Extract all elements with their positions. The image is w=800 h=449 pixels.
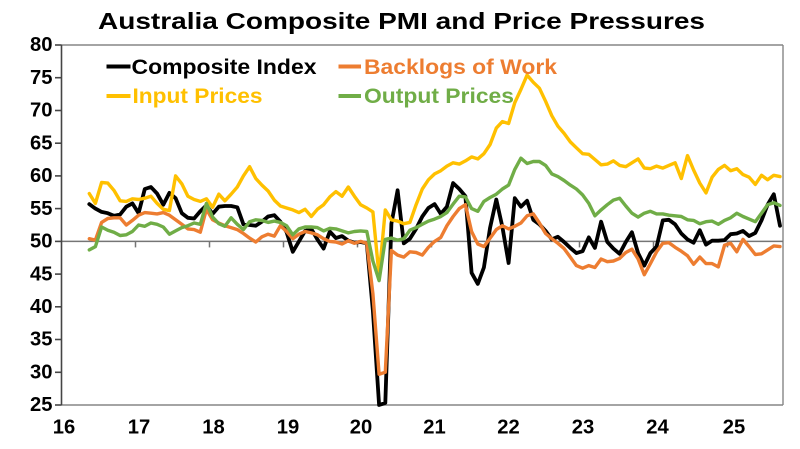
svg-text:16: 16: [53, 417, 76, 439]
svg-text:75: 75: [30, 67, 53, 89]
svg-text:21: 21: [423, 417, 446, 439]
svg-text:Backlogs of Work: Backlogs of Work: [364, 56, 557, 79]
svg-text:70: 70: [30, 100, 53, 122]
svg-text:17: 17: [128, 417, 151, 439]
svg-text:55: 55: [30, 198, 53, 220]
svg-text:Composite Index: Composite Index: [132, 56, 317, 79]
svg-text:25: 25: [30, 394, 53, 416]
svg-text:Output Prices: Output Prices: [364, 85, 514, 108]
svg-text:19: 19: [277, 417, 300, 439]
svg-text:65: 65: [30, 132, 53, 154]
svg-text:Input Prices: Input Prices: [133, 85, 263, 108]
svg-text:30: 30: [30, 362, 53, 384]
svg-text:23: 23: [572, 417, 595, 439]
svg-text:50: 50: [30, 231, 53, 253]
svg-text:40: 40: [30, 296, 53, 318]
svg-text:35: 35: [30, 329, 53, 351]
svg-text:80: 80: [30, 34, 53, 56]
svg-text:45: 45: [30, 263, 53, 285]
svg-text:Australia Composite PMI and Pr: Australia Composite PMI and Price Pressu…: [98, 8, 705, 34]
svg-text:60: 60: [30, 165, 53, 187]
svg-text:22: 22: [497, 417, 520, 439]
svg-text:24: 24: [646, 417, 669, 439]
svg-text:25: 25: [723, 417, 746, 439]
svg-text:20: 20: [350, 417, 373, 439]
svg-text:18: 18: [202, 417, 225, 439]
